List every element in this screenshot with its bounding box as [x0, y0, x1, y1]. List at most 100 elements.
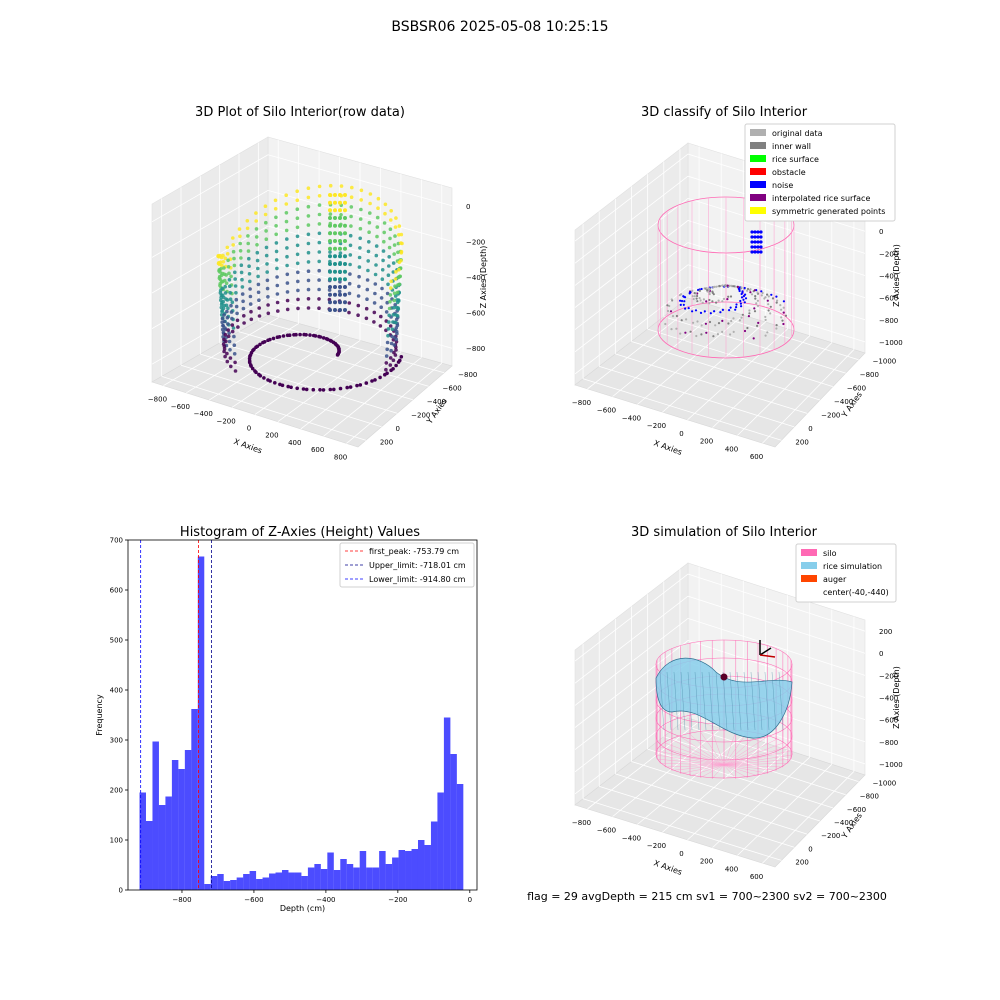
- plot1-point: [368, 192, 373, 196]
- plot2-y-tick: −200: [821, 411, 840, 419]
- plot2-point: [705, 287, 708, 290]
- plot4-legend-swatch: [801, 575, 817, 582]
- plot1-point: [222, 349, 226, 354]
- plot2-point: [767, 303, 770, 306]
- plot1-point: [389, 341, 394, 346]
- plot2-point: [727, 322, 730, 325]
- plot1-point: [229, 364, 233, 369]
- plot1-point: [295, 225, 300, 230]
- plot4-x-label: X Axies: [652, 858, 683, 877]
- plot1-point: [277, 335, 282, 339]
- plot2-point: [736, 285, 740, 288]
- plot2-point: [781, 319, 784, 322]
- plot1-point: [338, 277, 342, 282]
- plot1-point: [226, 334, 231, 339]
- plot1-point: [397, 260, 402, 265]
- plot1-point: [236, 325, 240, 329]
- plot1-point: [397, 224, 402, 228]
- plot2-point: [737, 287, 740, 290]
- plot1-point: [332, 387, 336, 392]
- plot1-point: [224, 297, 228, 301]
- histogram-bar: [191, 709, 198, 890]
- plot1-point: [304, 333, 308, 337]
- plot1-point: [350, 185, 354, 190]
- plot2-point: [759, 235, 763, 239]
- plot1-point: [238, 241, 242, 246]
- plot2-point: [753, 230, 757, 234]
- plot2-point: [671, 315, 675, 318]
- plot1-point: [232, 352, 237, 356]
- plot2-point: [717, 322, 721, 325]
- plot1-point: [333, 223, 337, 228]
- plot1-point: [222, 344, 227, 349]
- plot2-point: [689, 291, 692, 294]
- plot1-point: [328, 254, 332, 259]
- histogram-bar: [217, 874, 224, 890]
- plot1-point: [306, 306, 311, 310]
- plot1-point: [387, 245, 392, 250]
- histogram-bar: [430, 821, 438, 890]
- plot1-point: [234, 291, 238, 295]
- plot1-point: [227, 339, 232, 344]
- plot1-point: [278, 382, 282, 387]
- plot4-x-ticks: −800 −600 −400 −200 0 200 400 600: [572, 819, 763, 881]
- plot2-legend-swatch: [750, 155, 766, 162]
- plot2-point: [680, 299, 684, 303]
- plot1-point: [393, 277, 398, 281]
- plot1-point: [225, 359, 230, 364]
- plot1-point: [295, 243, 300, 248]
- plot2-x-tick: 400: [725, 445, 738, 453]
- plot4-z-label: Z Axies (Depth): [892, 666, 901, 729]
- histogram-ref-lines: [140, 540, 212, 890]
- plot1-point: [313, 334, 318, 338]
- plot2-point: [709, 312, 712, 315]
- plot1-point: [295, 207, 300, 211]
- plot1-point: [347, 310, 351, 315]
- plot1-point: [388, 293, 393, 297]
- histogram-bar: [424, 845, 431, 890]
- plot1-point: [286, 384, 291, 389]
- plot1-point: [230, 329, 235, 334]
- plot1-point: [284, 211, 289, 215]
- plot1-point: [229, 310, 234, 314]
- plot2-point: [760, 294, 763, 297]
- histogram-bar: [366, 867, 373, 890]
- plot4-legend-frame: [795, 543, 897, 603]
- plot1-point: [393, 320, 398, 325]
- plot4-z-ticks: 200 0 −200 −400 −600 −800 −1000: [879, 628, 903, 769]
- plot1-point: [257, 314, 262, 318]
- plot1-point: [333, 285, 337, 289]
- plot1-point: [382, 221, 387, 225]
- plot1-point: [306, 223, 311, 227]
- histogram-bar: [379, 851, 386, 890]
- plot1-point: [343, 292, 347, 297]
- plot1-point: [226, 306, 230, 311]
- plot1-point: [262, 340, 267, 344]
- plot2-point: [749, 288, 752, 291]
- plot1-point: [359, 198, 364, 202]
- plot1-point: [391, 261, 396, 265]
- plot1-point: [264, 253, 269, 258]
- histogram-bars: [139, 556, 464, 890]
- plot2-point: [740, 296, 744, 299]
- plot1-point: [373, 378, 377, 382]
- plot1-point: [399, 251, 404, 255]
- histogram-y-tick-label: 600: [110, 587, 123, 595]
- plot1-point: [248, 287, 252, 291]
- plot1-point: [388, 299, 392, 304]
- plot1-point: [232, 334, 236, 339]
- plot2-point: [769, 312, 772, 315]
- plot1-point: [317, 184, 322, 189]
- plot2-point: [712, 293, 715, 296]
- plot1-point: [343, 239, 347, 243]
- histogram-x-label: Depth (cm): [280, 904, 325, 913]
- plot1-point: [385, 291, 390, 296]
- plot2-point: [782, 311, 785, 314]
- plot1-point: [246, 249, 251, 253]
- plot1-point: [338, 292, 342, 297]
- plot2-point: [732, 330, 735, 333]
- plot1-point: [376, 206, 380, 210]
- plot1-point: [395, 290, 400, 295]
- plot1-point: [383, 372, 387, 377]
- plot2-point: [708, 287, 711, 290]
